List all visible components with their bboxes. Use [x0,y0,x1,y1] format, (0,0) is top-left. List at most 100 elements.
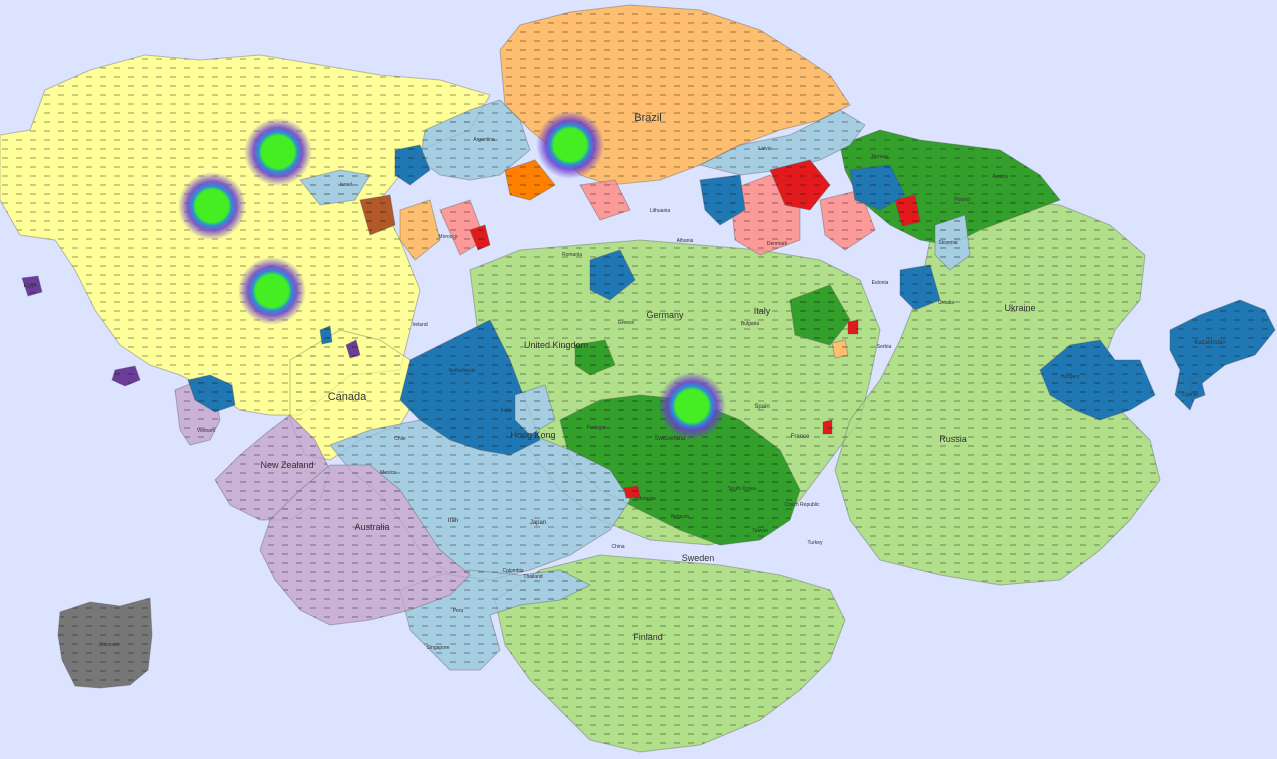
label-france: France [791,434,810,440]
label-estonia: Estonia [872,280,889,286]
region-texture [894,194,921,227]
glowing-dot-icon[interactable] [536,111,604,179]
label-australia: Australia [354,522,389,532]
label-argentina: Argentina [473,137,495,143]
region-texture [21,275,43,297]
region-texture [399,319,541,456]
map-texture [0,4,1276,753]
label-germany: Germany [646,310,684,320]
region-texture [504,159,556,201]
label-sweden: Sweden [682,553,715,563]
label-spain: Spain [754,404,769,410]
region-texture [839,129,1061,246]
region-texture [345,339,361,359]
region-texture [0,54,491,416]
label-albania: Albania [677,238,694,244]
label-new-zealand: New Zealand [260,460,313,470]
region-texture [819,189,876,251]
region-texture [831,339,849,359]
label-peru: Peru [453,608,464,614]
label-unknown: Unknown [99,642,120,648]
region-texture [623,485,641,499]
region-texture [834,199,1161,586]
label-belgium: Belgium [671,514,689,520]
region-texture [494,554,846,753]
region-texture [469,224,491,251]
label-india: India [501,408,512,414]
glowing-dot-icon[interactable] [178,172,246,240]
glowing-dot-icon[interactable] [244,118,312,186]
region-texture [589,249,636,301]
label-brazil: Brazil [634,112,662,124]
label-united-kingdom: United Kingdom [524,340,588,350]
label-thailand: Thailand [523,574,542,580]
label-indonesia: Indonesia [634,496,656,502]
label-japan: Japan [530,520,546,526]
region-texture [699,174,746,226]
label-canada: Canada [328,391,367,403]
label-singapore: Singapore [427,645,450,651]
label-turkey: Turkey [807,540,823,546]
region-texture [1189,374,1206,401]
glowing-dot-icon[interactable] [238,257,306,325]
label-egypt: Egypt [24,283,37,289]
region-texture [899,264,941,311]
region-texture [769,159,831,211]
label-romania: Romania [562,252,582,258]
label-norway: Norway [872,154,889,160]
glowing-dot-icon[interactable] [658,372,726,440]
label-kazakhstan: Kazakhstan [1194,340,1225,346]
label-hungary: Hungary [1061,374,1080,380]
region-texture [399,199,441,261]
label-russia: Russia [939,434,967,444]
region-texture [259,464,471,626]
label-lithuania: Lithuania [650,208,671,214]
region-texture [359,194,396,236]
label-morocco: Morocco [438,234,457,240]
label-mexico: Mexico [380,470,396,476]
region-texture [299,169,371,206]
label-china: China [611,544,624,550]
label-ukraine: Ukraine [1004,303,1035,313]
region-texture [319,325,333,345]
region-texture [849,164,906,211]
label-slovenia: Slovenia [938,240,957,246]
region-texture [698,109,866,176]
label-hong-kong: Hong Kong [510,430,555,440]
label-cyprus: Cyprus [1182,392,1198,398]
label-greece: Greece [618,320,635,326]
label-czech-republic: Czech Republic [784,502,820,508]
region-texture [187,374,236,413]
region-texture [394,144,431,186]
label-finland: Finland [633,632,663,642]
region-texture [57,597,153,689]
region-texture [579,179,631,221]
label-taiwan: Taiwan [752,528,768,534]
region-texture [789,284,851,346]
label-serbia: Serbia [877,344,892,350]
label-croatia: Croatia [938,300,954,306]
label-poland: Poland [954,197,970,203]
label-colombia: Colombia [502,568,523,574]
region-texture [1039,339,1156,421]
region-texture [822,419,833,435]
label-denmark: Denmark [767,241,788,247]
label-austria: Austria [992,174,1008,180]
region-texture [419,99,531,181]
label-bulgaria: Bulgaria [741,321,760,327]
label-ireland: Ireland [412,322,428,328]
region-texture [111,365,141,387]
region-texture [574,339,616,376]
label-latvia: Latvia [758,146,772,152]
label-vietnam: Vietnam [197,428,215,434]
label-netherlands: Netherlands [449,368,476,374]
label-iran: Iran [448,518,458,524]
label-south-korea: South Korea [728,486,756,492]
label-israel: Israel [340,182,352,188]
region-texture [847,319,859,335]
label-chile: Chile [394,436,406,442]
region-texture [514,384,556,436]
label-italy: Italy [754,306,771,316]
